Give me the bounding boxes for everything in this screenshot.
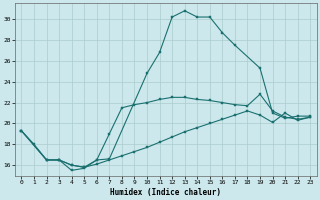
X-axis label: Humidex (Indice chaleur): Humidex (Indice chaleur) bbox=[110, 188, 221, 197]
